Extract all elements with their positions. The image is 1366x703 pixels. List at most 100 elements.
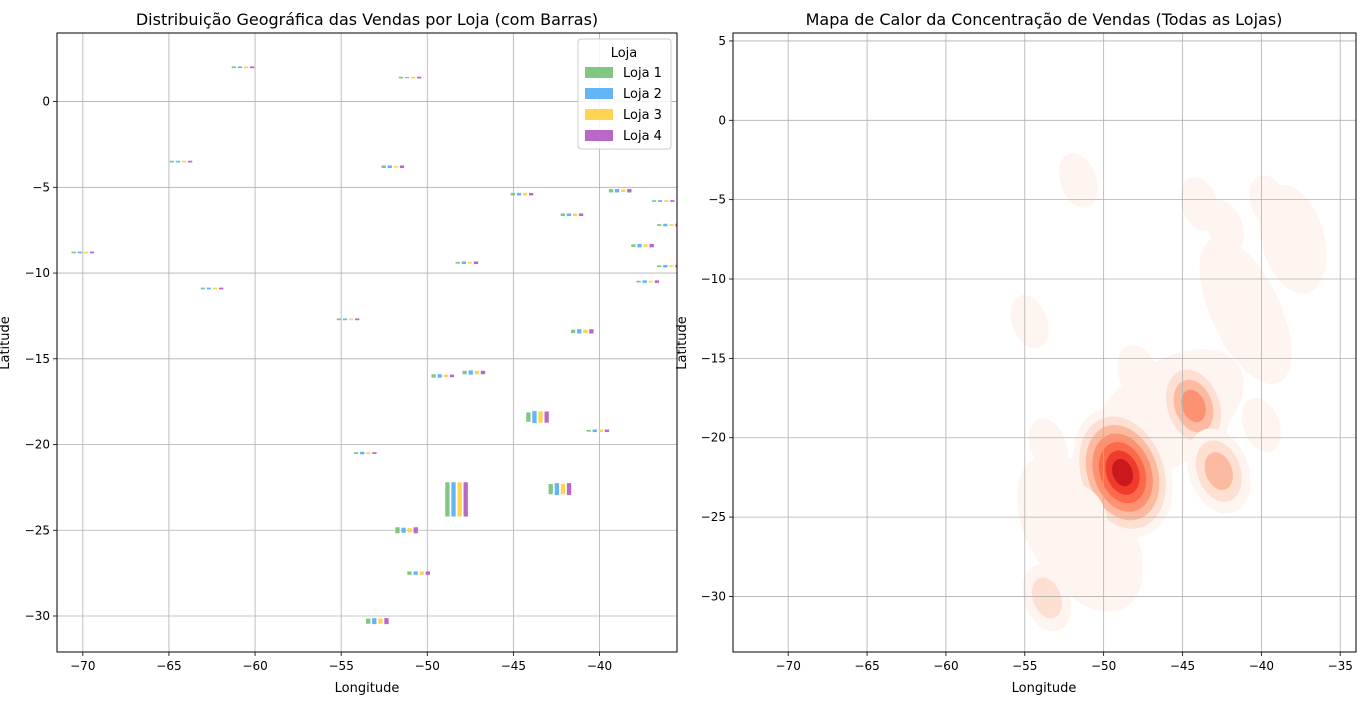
bar-loja-3 — [467, 261, 473, 264]
legend: Loja Loja 1 Loja 2 Loja 3 Loja 4 — [577, 38, 672, 150]
density-contour — [1112, 459, 1134, 487]
bar-loja-2 — [637, 243, 642, 248]
left-y-ticks: 0 −5 −10 −15 −20 −25 −30 — [25, 95, 57, 623]
bar-loja-2 — [532, 411, 537, 424]
bar-loja-4 — [473, 261, 479, 265]
tick-label-x: −65 — [854, 659, 879, 673]
right-gridlines — [733, 33, 1356, 652]
bar-loja-2 — [175, 160, 181, 163]
legend-entries: Loja 1 Loja 2 Loja 3 Loja 4 — [585, 66, 662, 144]
right-heatmap — [1010, 153, 1327, 632]
bar-loja-4 — [627, 189, 632, 193]
bar-loja-4 — [425, 571, 430, 575]
bar-loja-4 — [544, 411, 549, 423]
bar-loja-1 — [395, 527, 400, 534]
bar-loja-4 — [670, 200, 675, 202]
bar-loja-2 — [342, 318, 348, 321]
left-y-axis-label: Latitude — [0, 316, 13, 370]
bar-loja-3 — [598, 429, 603, 433]
bar-loja-1 — [200, 287, 205, 290]
right-chart: Mapa de Calor da Concentração de Vendas … — [675, 10, 1357, 696]
bar-loja-4 — [675, 223, 677, 227]
tick-label-x: −45 — [501, 659, 526, 673]
bar-loja-2 — [237, 66, 243, 69]
bar-loja-4 — [480, 370, 486, 375]
bar-loja-1 — [657, 224, 662, 226]
bar-loja-3 — [538, 411, 543, 423]
bar-loja-2 — [592, 429, 597, 433]
bar-loja-3 — [664, 200, 669, 202]
tick-label-x: −65 — [156, 659, 181, 673]
bar-loja-4 — [449, 374, 455, 378]
right-y-ticks: 5 0 −5 −10 −15 −20 −25 −30 — [701, 34, 733, 603]
density-contour — [1206, 200, 1244, 254]
bar-loja-3 — [243, 66, 249, 69]
bar-loja-1 — [366, 618, 371, 624]
bar-loja-4 — [654, 280, 660, 283]
right-x-ticks: −70 −65 −60 −55 −50 −45 −40 −35 — [776, 652, 1353, 673]
bar-loja-2 — [372, 618, 377, 625]
density-contour — [1031, 577, 1062, 619]
bar-loja-1 — [169, 160, 174, 163]
tick-label-x: −60 — [242, 659, 267, 673]
bar-loja-3 — [378, 618, 383, 624]
density-contour — [1204, 452, 1233, 490]
legend-label: Loja 3 — [623, 108, 662, 123]
tick-label-x: −50 — [415, 659, 440, 673]
bar-loja-3 — [583, 329, 588, 334]
left-axes-frame — [56, 32, 678, 653]
density-contour — [1218, 302, 1261, 361]
tick-label-y: −20 — [25, 438, 50, 452]
bar-loja-1 — [431, 374, 436, 378]
tick-label-y: −5 — [708, 193, 726, 207]
bar-loja-2 — [658, 200, 663, 202]
bar-loja-1 — [445, 482, 450, 517]
bar-loja-3 — [648, 280, 653, 283]
tick-label-x: −55 — [1012, 659, 1037, 673]
legend-box — [577, 38, 672, 150]
bar-loja-1 — [407, 571, 412, 575]
density-contour — [1010, 294, 1049, 349]
bar-loja-4 — [355, 318, 360, 321]
bar-loja-4 — [649, 243, 654, 248]
tick-label-y: 0 — [718, 113, 726, 127]
tick-label-y: −25 — [25, 523, 50, 537]
bar-loja-4 — [188, 160, 193, 163]
bar-loja-2 — [577, 329, 582, 334]
bar-loja-1 — [462, 370, 467, 375]
tick-label-x: −50 — [1091, 659, 1116, 673]
bar-loja-2 — [404, 76, 410, 79]
bar-loja-2 — [663, 223, 668, 227]
bar-loja-3 — [669, 224, 674, 226]
density-contour — [1181, 389, 1206, 423]
bar-loja-1 — [651, 200, 657, 202]
legend-swatch — [585, 109, 613, 120]
bar-loja-1 — [560, 213, 565, 217]
tick-label-y: −5 — [32, 180, 50, 194]
bar-loja-1 — [336, 318, 342, 321]
tick-label-y: −15 — [701, 351, 726, 365]
tick-label-x: −55 — [329, 659, 354, 673]
bar-loja-2 — [516, 192, 522, 196]
bar-loja-4 — [219, 287, 224, 290]
bar-loja-3 — [443, 374, 448, 378]
tick-label-x: −60 — [933, 659, 958, 673]
legend-swatch — [585, 130, 613, 141]
tick-label-y: −10 — [701, 272, 726, 286]
bar-loja-1 — [398, 76, 404, 79]
bar-loja-4 — [604, 429, 610, 433]
bar-loja-2 — [642, 280, 647, 283]
bar-loja-1 — [608, 189, 614, 193]
bar-loja-3 — [643, 244, 648, 247]
bar-loja-4 — [578, 213, 584, 217]
density-contour — [1076, 526, 1118, 584]
bar-loja-3 — [621, 189, 626, 193]
bar-loja-2 — [77, 251, 82, 254]
bar-loja-3 — [83, 251, 89, 254]
right-axes-frame — [732, 32, 1357, 653]
bar-loja-3 — [522, 192, 528, 196]
bar-loja-4 — [384, 618, 389, 625]
bar-loja-1 — [526, 412, 531, 422]
bar-loja-4 — [372, 452, 377, 454]
density-contour — [1267, 220, 1312, 281]
